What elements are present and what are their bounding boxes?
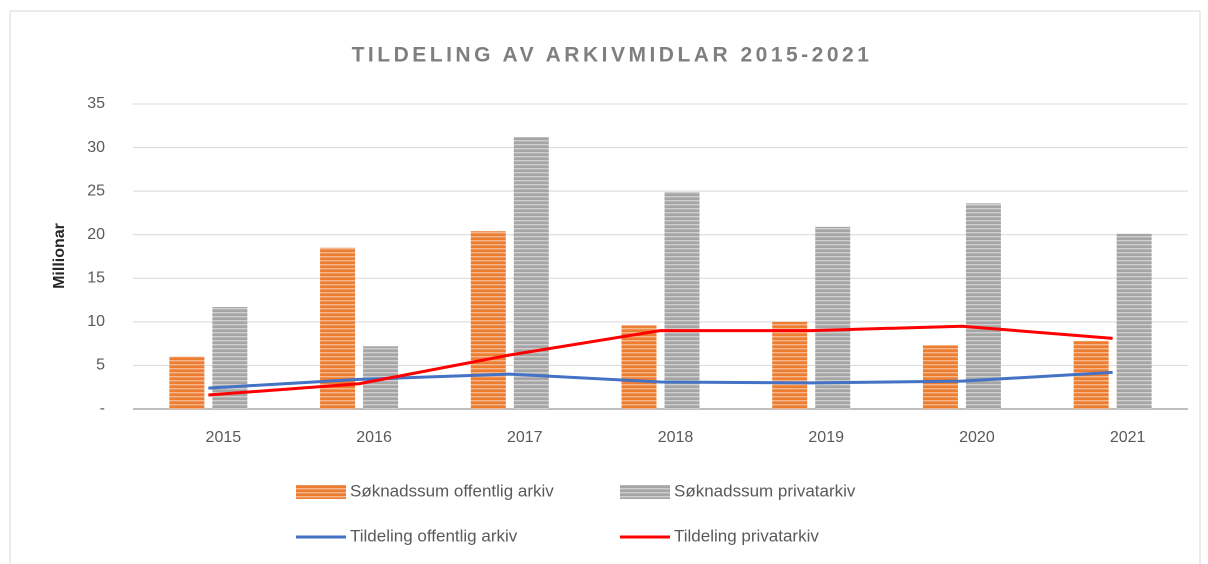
bar bbox=[664, 192, 700, 409]
x-tick-label: 2019 bbox=[808, 429, 844, 446]
line-series bbox=[208, 370, 1113, 390]
legend-label: Søknadssum offentlig arkiv bbox=[350, 481, 554, 500]
y-tick-label: 30 bbox=[87, 139, 105, 156]
x-tick-label: 2015 bbox=[206, 429, 242, 446]
bar bbox=[513, 137, 549, 409]
y-tick-label: 35 bbox=[87, 95, 105, 112]
x-tick-label: 2021 bbox=[1110, 429, 1146, 446]
legend-label: Tildeling offentlig arkiv bbox=[350, 526, 518, 545]
y-tick-label: 20 bbox=[87, 226, 105, 243]
y-tick-label: 5 bbox=[96, 357, 105, 374]
x-tick-label: 2017 bbox=[507, 429, 543, 446]
bar bbox=[922, 345, 958, 409]
y-tick-label: 25 bbox=[87, 182, 105, 199]
y-tick-label: - bbox=[100, 400, 105, 417]
line-series bbox=[208, 324, 1113, 397]
bar bbox=[470, 231, 506, 409]
legend-label: Søknadssum privatarkiv bbox=[674, 481, 856, 500]
legend-swatch bbox=[296, 485, 346, 499]
legend-swatch bbox=[620, 485, 670, 499]
bar bbox=[815, 226, 851, 409]
bar bbox=[965, 203, 1001, 409]
bar bbox=[772, 321, 808, 409]
y-axis-label: Millionar bbox=[51, 223, 68, 289]
chart-title: TILDELING AV ARKIVMIDLAR 2015-2021 bbox=[352, 44, 873, 67]
bar bbox=[1116, 233, 1152, 409]
x-tick-label: 2016 bbox=[356, 429, 392, 446]
bar bbox=[621, 325, 657, 409]
y-tick-label: 10 bbox=[87, 313, 105, 330]
y-tick-label: 15 bbox=[87, 270, 105, 287]
legend-label: Tildeling privatarkiv bbox=[674, 526, 819, 545]
chart-border bbox=[9, 10, 1201, 564]
bar bbox=[169, 356, 205, 409]
x-tick-label: 2020 bbox=[959, 429, 995, 446]
x-tick-label: 2018 bbox=[658, 429, 694, 446]
